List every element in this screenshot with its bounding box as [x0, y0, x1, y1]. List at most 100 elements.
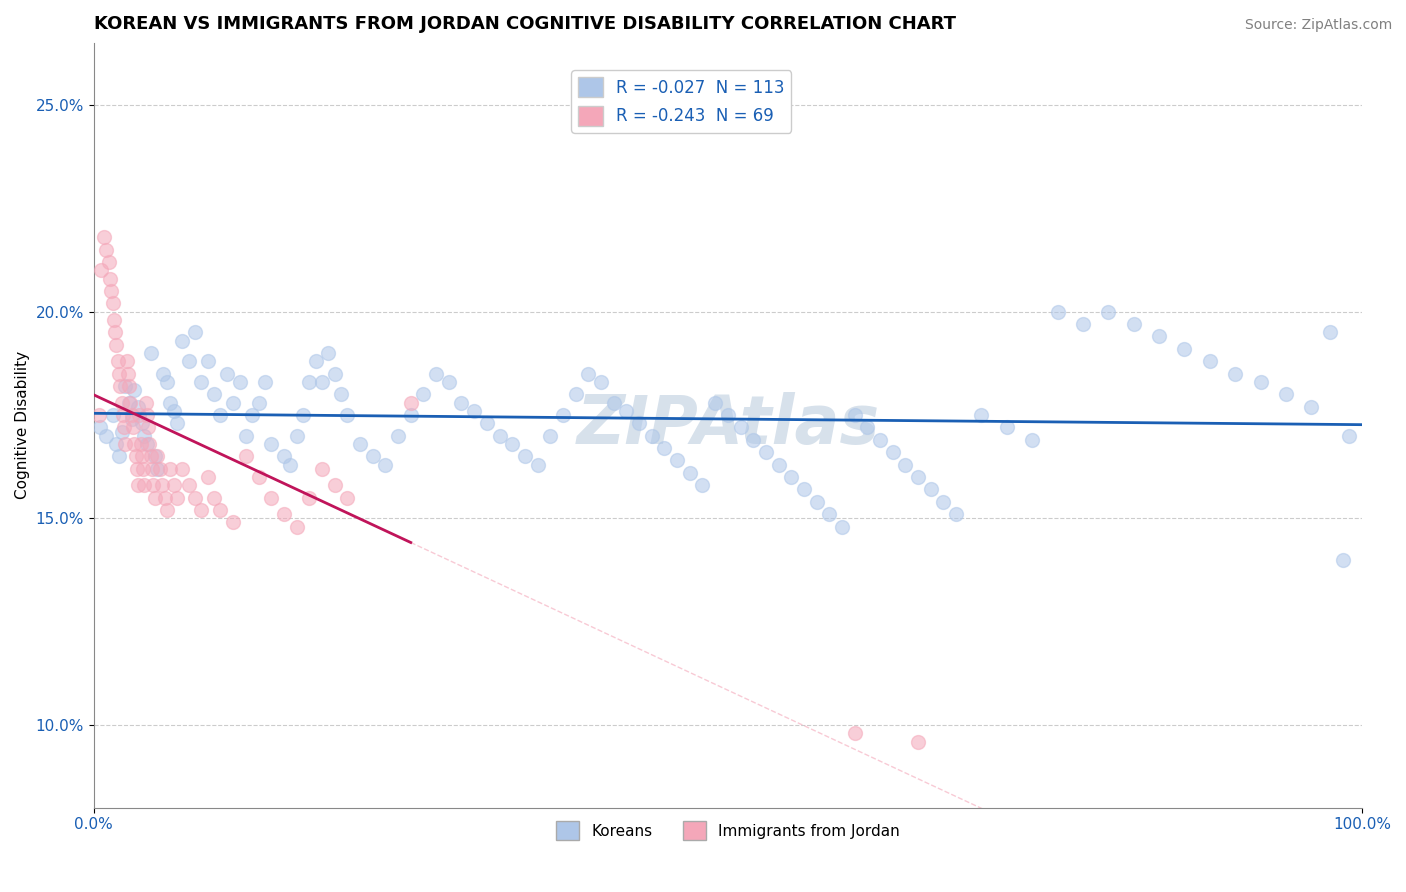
Point — [475, 416, 498, 430]
Point — [844, 726, 866, 740]
Point — [425, 367, 447, 381]
Point — [285, 428, 308, 442]
Point — [177, 478, 200, 492]
Point — [235, 428, 257, 442]
Point — [311, 461, 333, 475]
Point — [108, 450, 131, 464]
Point — [742, 433, 765, 447]
Point — [298, 375, 321, 389]
Point — [110, 379, 132, 393]
Point — [717, 408, 740, 422]
Point — [120, 395, 142, 409]
Point — [1275, 387, 1298, 401]
Point — [856, 420, 879, 434]
Point — [190, 375, 212, 389]
Point — [526, 458, 548, 472]
Point — [260, 491, 283, 505]
Point — [768, 458, 790, 472]
Point — [399, 395, 422, 409]
Point — [628, 416, 651, 430]
Point — [273, 507, 295, 521]
Point — [247, 470, 270, 484]
Point — [437, 375, 460, 389]
Point — [108, 367, 131, 381]
Point — [576, 367, 599, 381]
Point — [127, 400, 149, 414]
Point — [970, 408, 993, 422]
Point — [122, 437, 145, 451]
Point — [894, 458, 917, 472]
Point — [692, 478, 714, 492]
Point — [291, 408, 314, 422]
Point — [412, 387, 434, 401]
Point — [184, 491, 207, 505]
Point — [387, 428, 409, 442]
Point — [755, 445, 778, 459]
Point — [1147, 329, 1170, 343]
Point — [273, 450, 295, 464]
Point — [190, 503, 212, 517]
Point — [202, 491, 225, 505]
Point — [1331, 552, 1354, 566]
Point — [134, 478, 156, 492]
Point — [139, 346, 162, 360]
Point — [104, 326, 127, 340]
Point — [197, 470, 219, 484]
Point — [136, 420, 159, 434]
Point — [538, 428, 561, 442]
Point — [589, 375, 612, 389]
Point — [114, 437, 136, 451]
Point — [1198, 354, 1220, 368]
Point — [463, 404, 485, 418]
Point — [488, 428, 510, 442]
Point — [131, 450, 153, 464]
Point — [117, 367, 139, 381]
Point — [146, 461, 169, 475]
Point — [128, 408, 150, 422]
Point — [1223, 367, 1246, 381]
Point — [818, 507, 841, 521]
Point — [134, 428, 156, 442]
Point — [298, 491, 321, 505]
Point — [641, 428, 664, 442]
Point — [330, 387, 353, 401]
Point — [240, 408, 263, 422]
Point — [156, 375, 179, 389]
Point — [654, 441, 676, 455]
Point — [98, 271, 121, 285]
Point — [666, 453, 689, 467]
Point — [159, 461, 181, 475]
Point — [614, 404, 637, 418]
Point — [1301, 400, 1323, 414]
Point — [118, 395, 141, 409]
Point — [143, 450, 166, 464]
Point — [101, 408, 124, 422]
Point — [127, 478, 149, 492]
Point — [1122, 317, 1144, 331]
Point — [844, 408, 866, 422]
Point — [316, 346, 339, 360]
Point — [132, 461, 155, 475]
Point — [907, 734, 929, 748]
Point — [115, 354, 138, 368]
Point — [260, 437, 283, 451]
Point — [222, 395, 245, 409]
Point — [450, 395, 472, 409]
Point — [177, 354, 200, 368]
Point — [172, 334, 194, 348]
Point — [131, 416, 153, 430]
Point — [111, 408, 134, 422]
Point — [139, 450, 162, 464]
Point — [162, 404, 184, 418]
Point — [304, 354, 326, 368]
Point — [135, 395, 157, 409]
Point — [96, 243, 118, 257]
Text: Source: ZipAtlas.com: Source: ZipAtlas.com — [1244, 18, 1392, 32]
Point — [172, 461, 194, 475]
Point — [184, 326, 207, 340]
Point — [1097, 304, 1119, 318]
Point — [1250, 375, 1272, 389]
Point — [551, 408, 574, 422]
Point — [1071, 317, 1094, 331]
Point — [253, 375, 276, 389]
